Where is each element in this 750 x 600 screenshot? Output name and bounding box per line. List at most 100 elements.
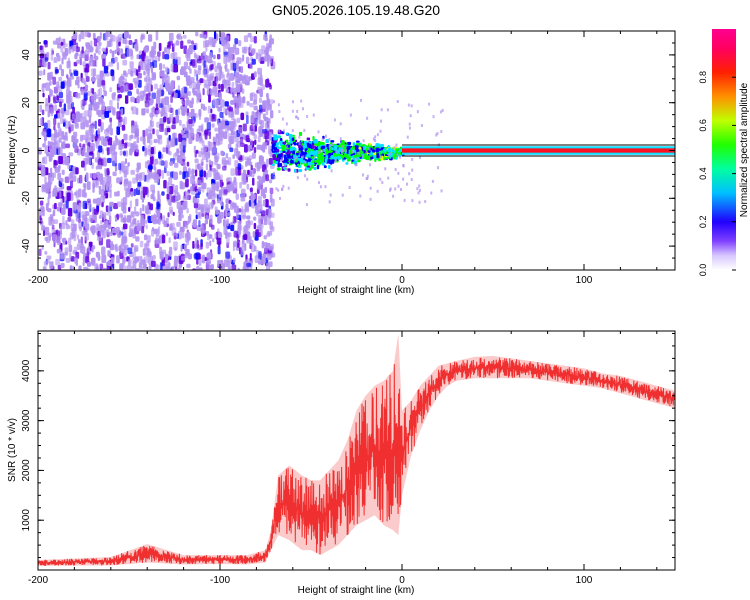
heatmap-cell bbox=[173, 64, 179, 73]
heatmap-cell bbox=[145, 128, 149, 137]
heatmap-cell bbox=[270, 252, 276, 258]
heatmap-cell bbox=[317, 130, 320, 134]
heatmap-cell bbox=[181, 140, 187, 148]
heatmap-cell bbox=[105, 32, 109, 41]
heatmap-cell bbox=[48, 234, 51, 241]
heatmap-cell bbox=[379, 129, 382, 133]
heatmap-cell bbox=[352, 150, 355, 154]
heatmap-cell bbox=[101, 177, 107, 186]
heatmap-cell bbox=[102, 194, 106, 201]
heatmap-cell bbox=[340, 154, 345, 159]
heatmap-cell bbox=[67, 57, 71, 67]
heatmap-cell bbox=[192, 90, 198, 96]
heatmap-cell bbox=[196, 179, 199, 184]
heatmap-cell bbox=[306, 165, 311, 168]
heatmap-cell bbox=[107, 250, 111, 257]
heatmap-cell bbox=[81, 149, 85, 156]
heatmap-cell bbox=[146, 136, 151, 144]
heatmap-cell bbox=[75, 46, 80, 53]
heatmap-cell bbox=[192, 81, 197, 89]
heatmap-cell bbox=[71, 229, 76, 239]
heatmap-cell bbox=[78, 53, 83, 60]
heatmap-cell bbox=[235, 83, 241, 93]
heatmap-cell bbox=[296, 109, 299, 113]
heatmap-cell bbox=[166, 170, 171, 177]
heatmap-cell bbox=[78, 220, 83, 230]
heatmap-cell bbox=[85, 76, 90, 82]
heatmap-cell bbox=[266, 92, 269, 98]
heatmap-cell bbox=[126, 215, 131, 223]
heatmap-cell bbox=[264, 169, 269, 176]
heatmap-cell bbox=[285, 139, 289, 143]
heatmap-cell bbox=[210, 160, 214, 166]
heatmap-cell bbox=[223, 80, 227, 85]
heatmap-cell bbox=[398, 151, 402, 155]
heatmap-cell bbox=[203, 54, 208, 61]
heatmap-cell bbox=[87, 146, 90, 153]
heatmap-cell bbox=[267, 216, 271, 226]
heatmap-cell bbox=[68, 224, 71, 230]
heatmap-cell bbox=[312, 135, 315, 141]
heatmap-cell bbox=[135, 198, 139, 207]
heatmap-cell bbox=[82, 116, 87, 123]
heatmap-cell bbox=[328, 148, 331, 153]
heatmap-cell bbox=[212, 54, 216, 60]
heatmap-cell bbox=[206, 259, 211, 265]
heatmap-cell bbox=[146, 209, 151, 215]
heatmap-cell bbox=[215, 72, 219, 77]
heatmap-cell bbox=[69, 180, 73, 189]
heatmap-cell bbox=[298, 169, 303, 173]
heatmap-cell bbox=[60, 68, 65, 77]
heatmap-cell bbox=[122, 151, 126, 156]
heatmap-cell bbox=[117, 94, 122, 99]
heatmap-cell bbox=[198, 267, 203, 270]
heatmap-cell bbox=[50, 167, 53, 175]
heatmap-cell bbox=[53, 202, 57, 210]
heatmap-cell bbox=[122, 202, 126, 210]
heatmap-cell bbox=[98, 214, 102, 220]
heatmap-cell bbox=[211, 201, 214, 209]
heatmap-cell bbox=[300, 140, 303, 143]
heatmap-cell bbox=[255, 229, 259, 235]
heatmap-cell bbox=[109, 121, 113, 129]
heatmap-cell bbox=[39, 217, 43, 224]
heatmap-cell bbox=[198, 219, 201, 228]
heatmap-cell bbox=[209, 240, 212, 247]
heatmap-cell bbox=[162, 147, 166, 153]
heatmap-cell bbox=[69, 265, 72, 270]
heatmap-cell bbox=[376, 133, 379, 137]
heatmap-cell bbox=[73, 131, 78, 138]
heatmap-cell bbox=[89, 215, 94, 223]
heatmap-cell bbox=[273, 140, 278, 143]
heatmap-cell bbox=[237, 68, 240, 77]
heatmap-cell bbox=[305, 203, 308, 207]
heatmap-cell bbox=[106, 147, 110, 156]
heatmap-cell bbox=[55, 258, 60, 266]
heatmap-cell bbox=[82, 143, 86, 148]
heatmap-cell bbox=[291, 109, 294, 113]
heatmap-cell bbox=[218, 211, 224, 219]
heatmap-cell bbox=[78, 202, 82, 208]
heatmap-cell bbox=[170, 80, 175, 89]
heatmap-cell bbox=[245, 111, 249, 117]
heatmap-cell bbox=[206, 89, 210, 96]
heatmap-cell bbox=[202, 51, 206, 56]
heatmap-cell bbox=[122, 217, 127, 224]
heatmap-cell bbox=[44, 227, 48, 235]
heatmap-cell bbox=[297, 117, 300, 121]
heatmap-cell bbox=[387, 176, 390, 180]
heatmap-cell bbox=[128, 34, 131, 40]
heatmap-cell bbox=[40, 167, 46, 177]
heatmap-cell bbox=[118, 48, 124, 55]
heatmap-cell bbox=[227, 126, 232, 131]
heatmap-cell bbox=[244, 156, 250, 161]
heatmap-cell bbox=[143, 108, 147, 114]
heatmap-cell bbox=[207, 81, 212, 87]
heatmap-cell bbox=[196, 239, 200, 249]
heatmap-cell bbox=[237, 267, 240, 270]
heatmap-cell bbox=[228, 132, 232, 142]
heatmap-cell bbox=[58, 127, 62, 137]
heatmap-cell bbox=[286, 154, 290, 159]
heatmap-cell bbox=[144, 148, 147, 157]
heatmap-cell bbox=[82, 261, 85, 267]
